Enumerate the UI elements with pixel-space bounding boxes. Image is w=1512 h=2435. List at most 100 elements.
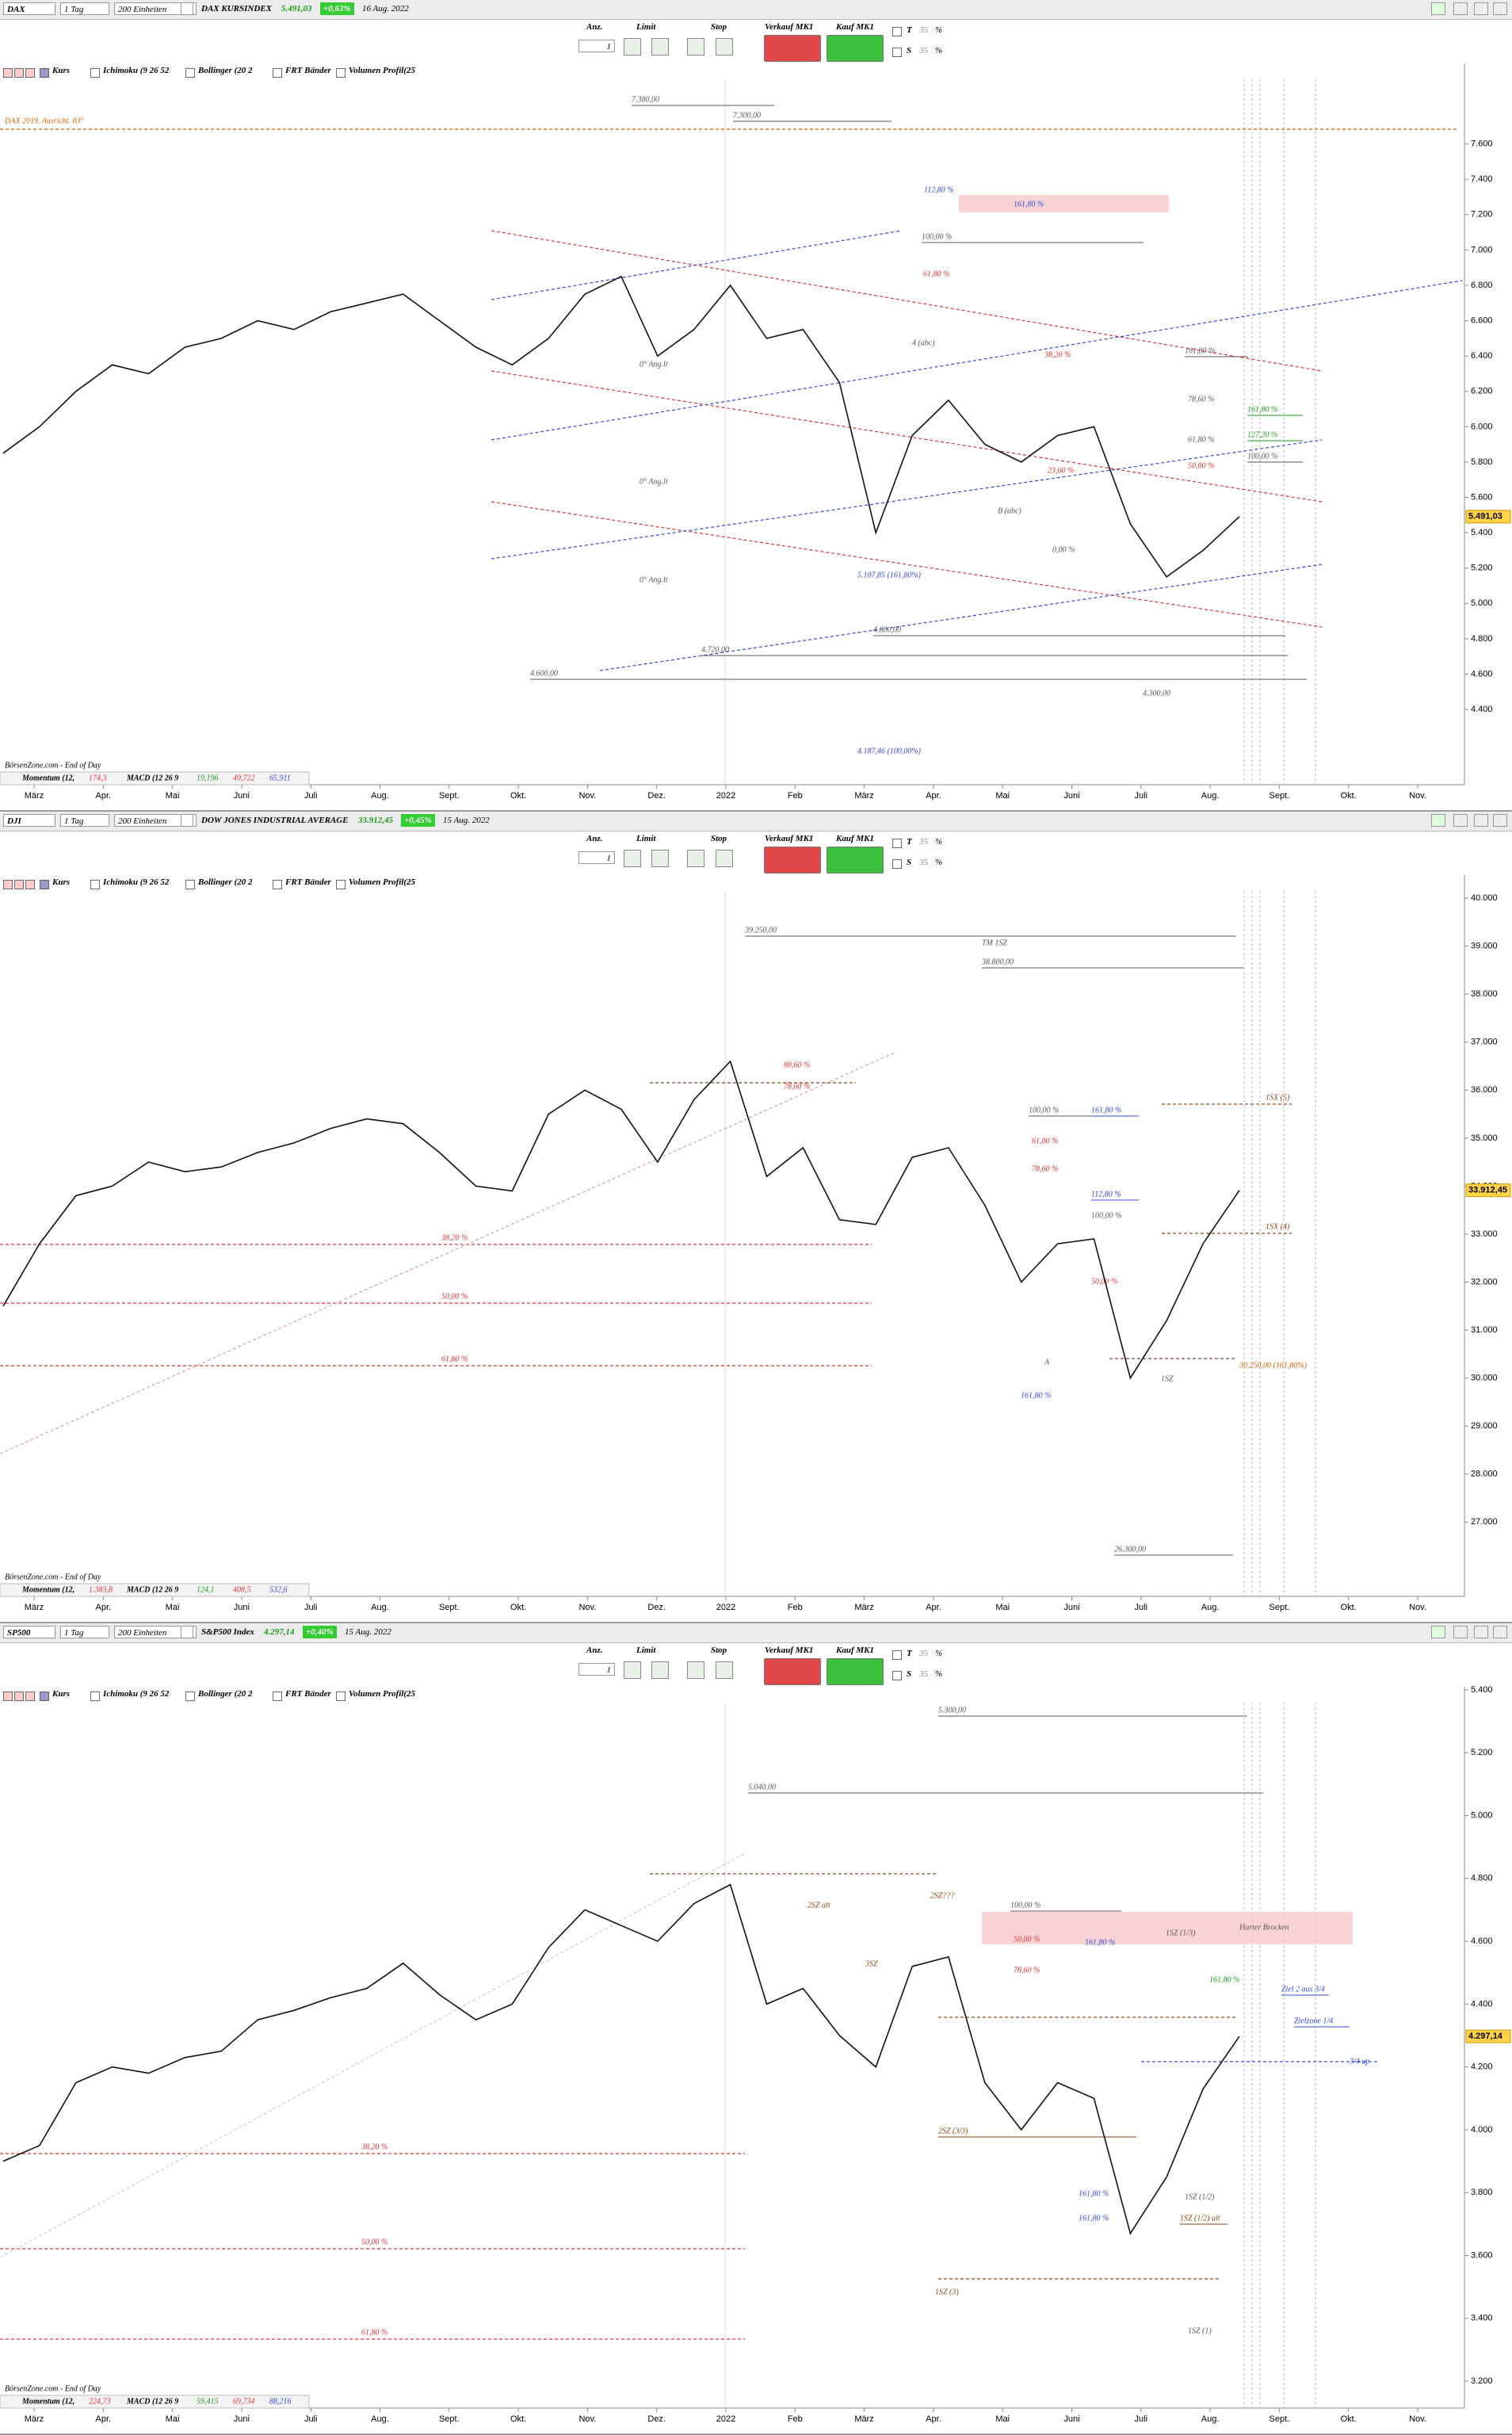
tool-icon[interactable] — [14, 880, 24, 889]
tool-icon[interactable] — [25, 68, 35, 78]
y-tick-label: 4.400 — [1471, 705, 1493, 714]
tool-icon[interactable] — [14, 68, 24, 78]
x-tick-label: Okt. — [1341, 1603, 1357, 1612]
tool-icon[interactable] — [25, 1692, 35, 1701]
order-icon[interactable] — [716, 38, 733, 55]
order-icon[interactable] — [687, 38, 704, 55]
indicator-checkbox[interactable] — [90, 880, 100, 889]
checkbox[interactable] — [892, 1650, 902, 1660]
window-button[interactable] — [1493, 2, 1507, 15]
buy-button[interactable] — [827, 35, 884, 62]
window-button[interactable] — [1453, 814, 1468, 827]
window-button[interactable] — [1474, 814, 1488, 827]
chart-window: 3.200 3.400 3.600 3.800 4.000 4.200 4.400 4.600… — [0, 1623, 1512, 2435]
order-icon[interactable] — [624, 1661, 641, 1679]
x-tick-label: Nov. — [1409, 791, 1426, 801]
window-button[interactable] — [1431, 2, 1445, 15]
units-select[interactable]: 200 Einheiten — [114, 2, 197, 15]
annotation: 3SZ — [865, 1959, 878, 1968]
info-icon[interactable] — [181, 1626, 193, 1638]
annotation: 100,00 % — [1029, 1106, 1059, 1114]
window-button[interactable] — [1474, 2, 1488, 15]
order-icon[interactable] — [716, 1661, 733, 1679]
qty-input[interactable]: 1 — [578, 851, 615, 864]
indicator-checkbox[interactable] — [336, 1692, 346, 1701]
checkbox[interactable] — [892, 48, 902, 57]
window-button[interactable] — [1493, 814, 1507, 827]
indicator-label: FRT Bänder — [285, 1689, 331, 1699]
checkbox[interactable] — [892, 839, 902, 848]
qty-input[interactable]: 1 — [578, 1663, 615, 1676]
buy-button[interactable] — [827, 1658, 884, 1685]
window-button[interactable] — [1431, 814, 1445, 827]
units-select[interactable]: 200 Einheiten — [114, 814, 197, 827]
chart-window: 27.000 28.000 29.000 30.000 31.000 32.000 33.0… — [0, 812, 1512, 1623]
order-icon[interactable] — [624, 850, 641, 867]
indicator-checkbox[interactable] — [40, 1692, 49, 1701]
indicator-checkbox[interactable] — [40, 880, 49, 889]
indicator-checkbox[interactable] — [273, 68, 282, 78]
checkbox[interactable] — [892, 1671, 902, 1680]
trend-line — [0, 1852, 746, 2258]
y-tick-label: 3.200 — [1471, 2376, 1493, 2386]
window-button[interactable] — [1431, 1626, 1445, 1638]
order-icon[interactable] — [687, 1661, 704, 1679]
order-icon[interactable] — [716, 850, 733, 867]
order-icon[interactable] — [651, 38, 669, 55]
qty-input[interactable]: 1 — [578, 40, 615, 52]
macd-label: MACD (12 26 9 — [126, 1585, 178, 1594]
price-line — [2, 275, 1240, 578]
checkbox[interactable] — [892, 859, 902, 869]
macd-value: 532,6 — [269, 1585, 288, 1594]
indicator-checkbox[interactable] — [185, 68, 195, 78]
indicator-checkbox[interactable] — [185, 880, 195, 889]
window-button[interactable] — [1453, 2, 1468, 15]
tool-icon[interactable] — [3, 1692, 13, 1701]
info-icon[interactable] — [181, 2, 193, 15]
checkbox[interactable] — [892, 27, 902, 36]
indicator-checkbox[interactable] — [336, 880, 346, 889]
sell-button[interactable] — [764, 1658, 821, 1685]
window-button[interactable] — [1493, 1626, 1507, 1638]
indicator-checkbox[interactable] — [185, 1692, 195, 1701]
trend-line — [491, 230, 1323, 372]
footer-bar — [0, 2395, 310, 2409]
order-icon[interactable] — [651, 850, 669, 867]
tool-icon[interactable] — [14, 1692, 24, 1701]
interval-select[interactable]: 1 Tag — [60, 1626, 109, 1638]
annotation: 100,00 % — [1247, 452, 1277, 461]
tool-icon[interactable] — [25, 880, 35, 889]
trend-line — [491, 230, 902, 300]
buy-button[interactable] — [827, 847, 884, 873]
indicator-checkbox[interactable] — [90, 68, 100, 78]
window-button[interactable] — [1474, 1626, 1488, 1638]
interval-select[interactable]: 1 Tag — [60, 814, 109, 827]
symbol-select[interactable]: DAX — [3, 2, 55, 15]
x-tick-label: Sept. — [439, 791, 460, 801]
order-icon[interactable] — [624, 38, 641, 55]
symbol-select[interactable]: SP500 — [3, 1626, 55, 1638]
tool-icon[interactable] — [3, 880, 13, 889]
order-icon[interactable] — [687, 850, 704, 867]
indicator-checkbox[interactable] — [273, 1692, 282, 1701]
pct-sign: % — [935, 858, 943, 867]
x-tick-label: Nov. — [1409, 1603, 1426, 1612]
tool-icon[interactable] — [3, 68, 13, 78]
units-select[interactable]: 200 Einheiten — [114, 1626, 197, 1638]
interval-select[interactable]: 1 Tag — [60, 2, 109, 15]
annotation: 1SZ (1/2) alt — [1180, 2214, 1220, 2223]
indicator-checkbox[interactable] — [90, 1692, 100, 1701]
order-icon[interactable] — [651, 1661, 669, 1679]
y-tick-label: 30.000 — [1471, 1374, 1498, 1383]
annotation: 61,80 % — [923, 269, 949, 278]
info-icon[interactable] — [181, 814, 193, 827]
x-tick-label: Okt. — [1341, 2414, 1357, 2424]
indicator-checkbox[interactable] — [273, 880, 282, 889]
sell-button[interactable] — [764, 35, 821, 62]
symbol-select[interactable]: DJI — [3, 814, 55, 827]
sell-button[interactable] — [764, 847, 821, 873]
indicator-checkbox[interactable] — [336, 68, 346, 78]
window-button[interactable] — [1453, 1626, 1468, 1638]
indicator-checkbox[interactable] — [40, 68, 49, 78]
